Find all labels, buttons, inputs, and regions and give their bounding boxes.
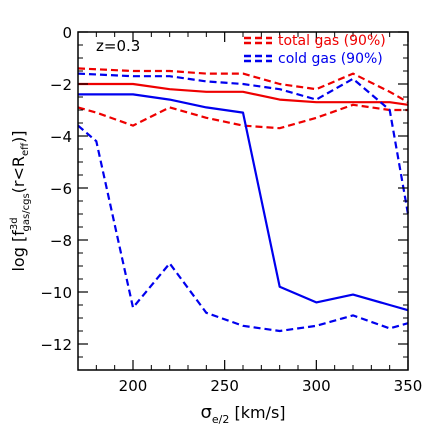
series-line-total-gas-solid-0: [78, 82, 409, 106]
y-axis-end: )]: [9, 130, 28, 142]
x-tick-label: 300: [302, 377, 331, 395]
y-tick-label: −2: [50, 76, 72, 94]
y-axis-sup: 3d: [9, 217, 20, 230]
y-tick-label: 0: [62, 24, 72, 42]
y-axis-suffix: (r<R: [9, 156, 28, 193]
legend: total gas (90%) cold gas (90%): [244, 33, 386, 67]
y-tick-label: −12: [40, 336, 72, 354]
legend-label-total-gas: total gas (90%): [278, 33, 386, 49]
legend-item-cold-gas: cold gas (90%): [244, 51, 383, 67]
legend-label-cold-gas: cold gas (90%): [278, 51, 383, 67]
y-tick-label: −6: [50, 180, 72, 198]
series-line-total-gas-dashed-1: [77, 67, 409, 104]
tick-layer: 200 250 300 350 0 −2 −4 −6 −8 −10 −12: [40, 24, 422, 395]
y-axis-label: log [f3dgas/cgs(r<Reff)]: [9, 130, 32, 271]
x-axis-unit: [km/s]: [229, 403, 285, 422]
series-line-total-gas-dashed-2: [77, 103, 408, 130]
x-tick-label: 200: [119, 377, 148, 395]
y-axis-prefix: log [: [9, 236, 28, 272]
x-tick-label: 350: [394, 377, 423, 395]
x-axis-label: σe/2 [km/s]: [200, 402, 285, 426]
y-axis-reff: eff: [20, 142, 31, 156]
series-layer: [77, 67, 410, 333]
series-line-cold-gas-dashed-5: [77, 124, 409, 333]
x-axis-symbol: σ: [200, 402, 211, 423]
y-tick-label: −8: [50, 232, 72, 250]
y-axis-f: f: [9, 230, 28, 236]
redshift-annotation: z=0.3: [96, 37, 140, 55]
legend-item-total-gas: total gas (90%): [244, 33, 386, 49]
series-line-cold-gas-solid-3: [78, 93, 409, 312]
x-axis-subscript: e/2: [212, 413, 229, 426]
y-tick-label: −4: [50, 128, 72, 146]
x-tick-label: 250: [210, 377, 239, 395]
y-tick-label: −10: [40, 284, 72, 302]
y-axis-sub: gas/cgs: [21, 193, 32, 231]
